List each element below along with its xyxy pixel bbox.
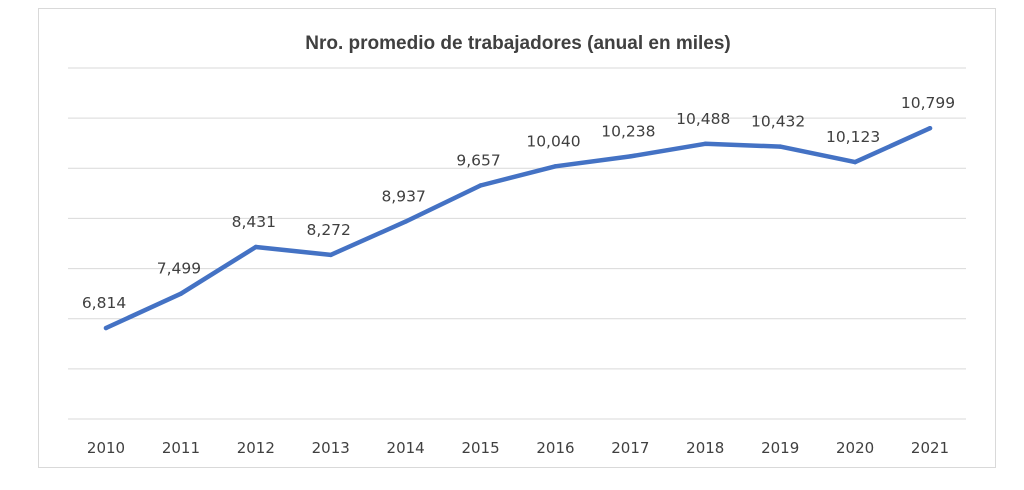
chart-frame — [38, 8, 996, 468]
x-tick-label: 2015 — [461, 439, 499, 457]
x-tick-label: 2020 — [836, 439, 874, 457]
data-point — [553, 164, 558, 169]
x-tick-label: 2016 — [536, 439, 574, 457]
data-label: 10,123 — [826, 128, 880, 146]
data-point — [103, 325, 109, 331]
data-point — [253, 244, 259, 250]
x-tick-label: 2018 — [686, 439, 724, 457]
gridlines — [68, 67, 966, 420]
data-point — [628, 154, 633, 159]
data-label: 7,499 — [157, 260, 201, 278]
data-point — [403, 219, 408, 224]
x-tick-label: 2011 — [162, 439, 200, 457]
x-tick-label: 2017 — [611, 439, 649, 457]
data-label: 10,432 — [751, 113, 805, 131]
x-tick-label: 2014 — [387, 439, 425, 457]
data-point — [478, 183, 483, 188]
data-label: 8,272 — [307, 221, 351, 239]
data-point — [178, 291, 184, 296]
data-point — [852, 159, 858, 165]
x-tick-label: 2012 — [237, 439, 275, 457]
data-label: 6,814 — [82, 294, 126, 312]
data-point — [328, 252, 333, 258]
x-tick-label: 2021 — [911, 439, 949, 457]
x-tick-label: 2013 — [312, 439, 350, 457]
series-line — [103, 125, 933, 331]
data-point — [777, 144, 783, 149]
data-labels: 6,814 7,499 8,431 8,272 8,937 9,657 10,040 10,2… — [82, 94, 955, 312]
data-point — [703, 141, 708, 147]
x-tick-label: 2019 — [761, 439, 799, 457]
data-label: 10,488 — [676, 110, 730, 128]
data-label: 10,799 — [901, 94, 955, 112]
data-label: 8,937 — [381, 188, 425, 206]
x-axis-ticks: 2010 2011 2012 2013 2014 2015 2016 2017 2018 2019… — [87, 439, 949, 457]
data-label: 8,431 — [232, 213, 276, 231]
data-point — [927, 126, 933, 131]
data-label: 10,040 — [526, 132, 580, 150]
series-group — [103, 125, 933, 331]
x-tick-label: 2010 — [87, 439, 125, 457]
chart-title: Nro. promedio de trabajadores (anual en … — [305, 33, 731, 54]
data-label: 10,238 — [601, 122, 655, 140]
data-label: 9,657 — [456, 151, 500, 169]
